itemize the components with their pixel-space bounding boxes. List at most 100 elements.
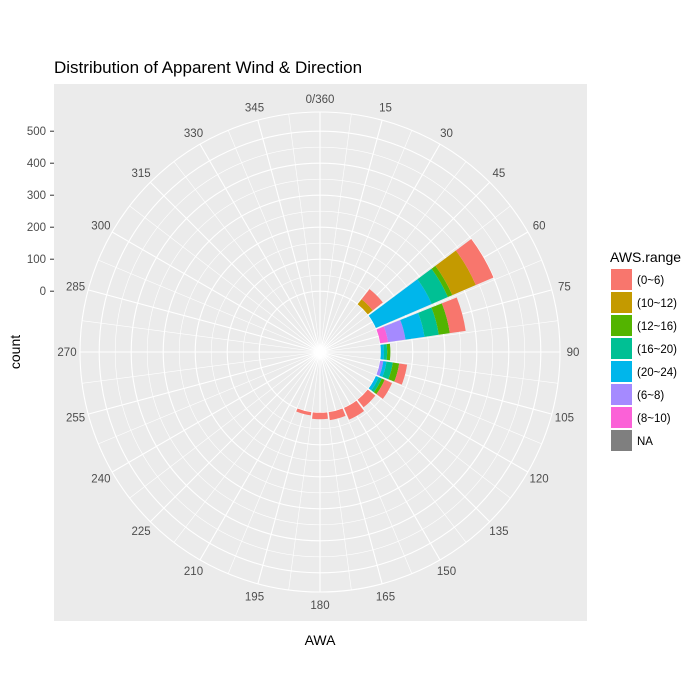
grid-spoke — [319, 351, 542, 445]
grid-spoke — [98, 259, 321, 353]
legend-label: (10~12) — [637, 298, 677, 310]
grid-spoke — [319, 351, 511, 499]
angle-tick-label: 300 — [91, 221, 110, 233]
grid-spoke — [149, 181, 321, 353]
grid-spoke — [319, 351, 552, 415]
y-tick-label: 300 — [27, 190, 46, 202]
grid-spoke — [82, 351, 321, 384]
angle-tick-label: 315 — [132, 168, 151, 180]
angle-tick-label: 90 — [567, 347, 580, 359]
angle-tick-label: 105 — [555, 413, 574, 425]
grid-spoke — [257, 351, 321, 584]
angle-tick-label: 345 — [245, 103, 264, 115]
bar-segment — [382, 361, 393, 380]
angle-tick-label: 150 — [437, 566, 456, 578]
bar-segment — [368, 279, 432, 328]
grid-spoke — [129, 351, 321, 499]
y-axis: 0 100 200 300 400 500 — [27, 126, 54, 298]
grid-spoke — [319, 351, 467, 543]
legend-label: (6~8) — [637, 390, 664, 402]
grid-layer — [79, 111, 561, 593]
bar-segment — [371, 377, 382, 393]
bar-segment — [386, 343, 391, 361]
y-tick-label: 500 — [27, 126, 46, 138]
bar-segment — [394, 363, 408, 385]
bar-segment — [328, 408, 346, 421]
bars-layer — [296, 239, 494, 421]
angle-tick-label: 165 — [376, 591, 395, 603]
legend-label: (12~16) — [637, 321, 677, 333]
angle-tick-label: 75 — [558, 282, 571, 294]
y-tick-label: 200 — [27, 222, 46, 234]
legend-swatch — [611, 430, 632, 451]
bar-segment — [418, 307, 439, 337]
bar-segment — [357, 299, 373, 315]
angle-tick-label: 45 — [493, 168, 506, 180]
angle-tick-labels: 0/360 15 30 45 60 75 90 105 120 135 150 165 180 195 21… — [57, 94, 579, 612]
angle-tick-label: 210 — [184, 566, 203, 578]
grid-spoke — [319, 143, 441, 353]
grid-spoke — [199, 351, 321, 561]
grid-spoke — [227, 351, 321, 574]
bar-segment — [376, 379, 393, 399]
angle-tick-label: 270 — [57, 347, 76, 359]
bar-segment — [361, 289, 383, 311]
grid-spoke — [88, 289, 321, 353]
bar-segment — [383, 344, 388, 360]
grid-spoke — [98, 351, 321, 445]
grid-spoke — [173, 351, 321, 543]
bar-segment — [312, 412, 328, 420]
legend-label: (20~24) — [637, 367, 677, 379]
y-tick-label: 400 — [27, 158, 46, 170]
legend-label: (0~6) — [637, 275, 664, 287]
grid-spoke — [319, 120, 383, 353]
bar-segment — [376, 360, 384, 376]
bar-segment — [417, 268, 448, 304]
angle-tick-label: 120 — [530, 474, 549, 486]
bar-segment — [441, 297, 466, 334]
grid-spoke — [319, 161, 467, 353]
grid-spoke — [173, 161, 321, 353]
bar-segment — [379, 361, 387, 377]
angle-tick-label: 30 — [440, 128, 453, 140]
legend-items: (0~6) (10~12) (12~16) (16~20) (20~24) (6~8) (8… — [611, 269, 677, 451]
grid-spoke — [111, 351, 321, 473]
grid-spoke — [319, 130, 413, 353]
legend-swatch — [611, 269, 632, 290]
grid-spoke — [319, 351, 383, 584]
bar-segment — [296, 408, 312, 416]
grid-spoke — [319, 320, 558, 353]
angle-tick-label: 285 — [66, 282, 85, 294]
bar-segment — [431, 265, 453, 298]
y-axis-title: count — [7, 335, 23, 369]
bar-segment — [380, 344, 385, 360]
grid-spoke — [88, 351, 321, 415]
bar-segment — [344, 400, 365, 420]
grid-spoke — [319, 351, 352, 590]
grid-spoke — [227, 130, 321, 353]
legend-swatch — [611, 384, 632, 405]
bar-segment — [357, 389, 376, 408]
legend-swatch — [611, 315, 632, 336]
y-tick-label: 100 — [27, 254, 46, 266]
angle-tick-label: 330 — [184, 128, 203, 140]
legend-title: AWS.range — [610, 249, 681, 265]
angle-tick-label: 225 — [132, 526, 151, 538]
angle-tick-label: 180 — [310, 600, 329, 612]
legend-swatch — [611, 361, 632, 382]
grid-spoke — [129, 205, 321, 353]
grid-spoke — [319, 351, 441, 561]
chart-title: Distribution of Apparent Wind & Directio… — [54, 58, 362, 77]
bar-segment — [388, 362, 400, 382]
grid-spoke — [319, 114, 352, 353]
bar-segment — [400, 312, 425, 340]
bar-segment — [435, 250, 476, 296]
legend-label: (8~10) — [637, 413, 671, 425]
x-axis-title: AWA — [305, 632, 337, 648]
grid-spoke — [319, 259, 542, 353]
legend-swatch — [611, 407, 632, 428]
angle-tick-label: 135 — [489, 526, 508, 538]
grid-spoke — [288, 351, 321, 590]
bar-segment — [373, 378, 385, 395]
